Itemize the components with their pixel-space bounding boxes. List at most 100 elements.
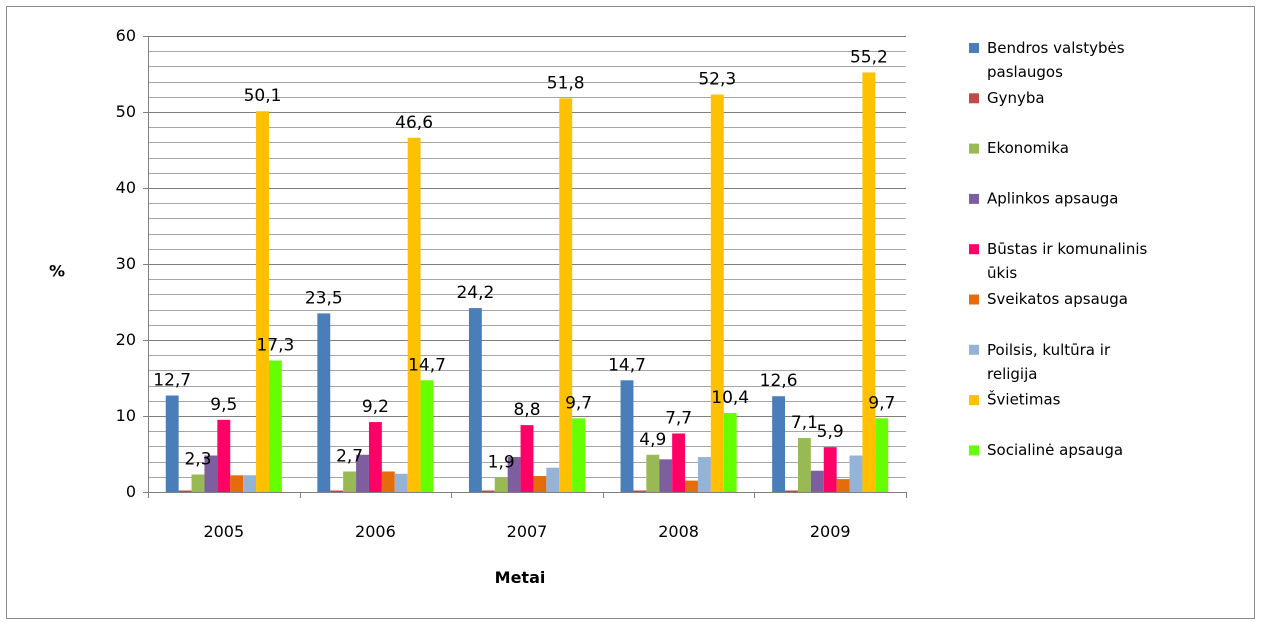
x-tick-label: 2009 (810, 522, 851, 541)
bar (797, 438, 811, 492)
bar (633, 490, 647, 492)
bar (256, 111, 269, 493)
data-label: 24,2 (456, 283, 494, 303)
data-label: 9,2 (362, 397, 389, 417)
bar (849, 455, 863, 492)
y-tick-label: 10 (116, 406, 136, 425)
y-tick-label: 50 (116, 102, 136, 121)
legend-swatch (969, 344, 979, 355)
data-label: 46,6 (395, 113, 433, 133)
data-label: 8,8 (513, 400, 540, 420)
data-label: 7,7 (665, 408, 692, 428)
bar (191, 474, 205, 492)
data-label: 12,7 (153, 370, 191, 390)
bar (520, 425, 534, 492)
bar (862, 72, 876, 492)
y-tick-label: 30 (116, 254, 136, 273)
bar (468, 308, 482, 492)
bar (507, 457, 521, 492)
axes: 0 10 20 30 40 50 60 2005 2006 2007 2008 2009 (116, 26, 907, 541)
bar (546, 467, 560, 492)
data-label: 14,7 (608, 355, 646, 375)
legend-label: Sveikatos apsauga (987, 290, 1128, 308)
legend-label: Švietimas (987, 390, 1061, 409)
data-label: 55,2 (850, 47, 888, 67)
bar (823, 447, 837, 492)
data-label: 2,3 (184, 450, 211, 470)
legend-swatch (969, 445, 979, 456)
data-label: 4,9 (639, 430, 666, 450)
bar (230, 475, 244, 492)
bar (494, 477, 508, 492)
bar (381, 471, 395, 492)
data-label: 2,7 (336, 446, 363, 466)
x-tick-label: 2005 (203, 522, 244, 541)
legend-swatch (969, 294, 979, 305)
bar (710, 94, 724, 493)
bar (685, 480, 698, 492)
bar (481, 490, 495, 492)
bar (407, 137, 421, 492)
bar (178, 490, 192, 492)
y-tick-label: 60 (116, 26, 136, 45)
bars (165, 72, 889, 493)
bar (559, 98, 573, 492)
bar (356, 454, 369, 492)
bar (620, 380, 634, 492)
bar (204, 455, 218, 492)
chart-frame (6, 6, 1255, 619)
legend-label: Socialinė apsauga (987, 441, 1123, 459)
data-label: 17,3 (256, 336, 294, 356)
data-label: 1,9 (488, 453, 515, 473)
data-label: 14,7 (408, 355, 446, 375)
y-tick-label: 40 (116, 178, 136, 197)
legend-swatch (969, 143, 979, 154)
bar (810, 470, 824, 492)
bar (697, 457, 711, 492)
legend-swatch (969, 193, 979, 204)
x-tick-label: 2008 (658, 522, 699, 541)
data-label: 5,9 (817, 422, 844, 442)
bar (646, 454, 660, 492)
bar (533, 476, 547, 492)
legend-label: Ekonomika (987, 139, 1069, 157)
bar (330, 490, 344, 492)
bar (785, 490, 798, 492)
legend-swatch (969, 93, 979, 104)
bar (268, 360, 282, 492)
legend-swatch (969, 395, 979, 406)
data-label: 23,5 (305, 288, 343, 308)
bar (243, 475, 257, 492)
x-tick-label: 2007 (507, 522, 548, 541)
data-label: 9,7 (868, 393, 895, 413)
data-label: 9,7 (565, 393, 592, 413)
y-tick-label: 20 (116, 330, 136, 349)
data-label: 51,8 (547, 73, 585, 93)
legend-swatch (969, 43, 979, 53)
bar (165, 395, 179, 492)
data-label: 50,1 (244, 86, 282, 106)
y-tick-label: 0 (126, 482, 136, 501)
bar (875, 418, 889, 492)
data-label: 52,3 (698, 70, 736, 90)
legend-swatch (969, 244, 979, 255)
legend-label: Gynyba (987, 89, 1045, 107)
bar (572, 418, 586, 492)
data-label: 10,4 (711, 388, 749, 408)
bar (394, 473, 408, 492)
legend-label: Būstas ir komunalinis ūkis (987, 240, 1148, 282)
data-label: 9,5 (210, 395, 237, 415)
x-tick-label: 2006 (355, 522, 396, 541)
bar (659, 459, 673, 492)
bar (672, 433, 686, 492)
bar (217, 419, 231, 492)
legend-label: Bendros valstybės paslaugos (987, 39, 1125, 81)
bar (836, 479, 850, 492)
bar (368, 422, 382, 492)
data-label: 12,6 (760, 371, 798, 391)
bar (343, 471, 357, 492)
legend: Bendros valstybės paslaugos Gynyba Ekonomik… (969, 39, 1148, 459)
data-label: 7,1 (791, 413, 818, 433)
bar (723, 412, 737, 492)
